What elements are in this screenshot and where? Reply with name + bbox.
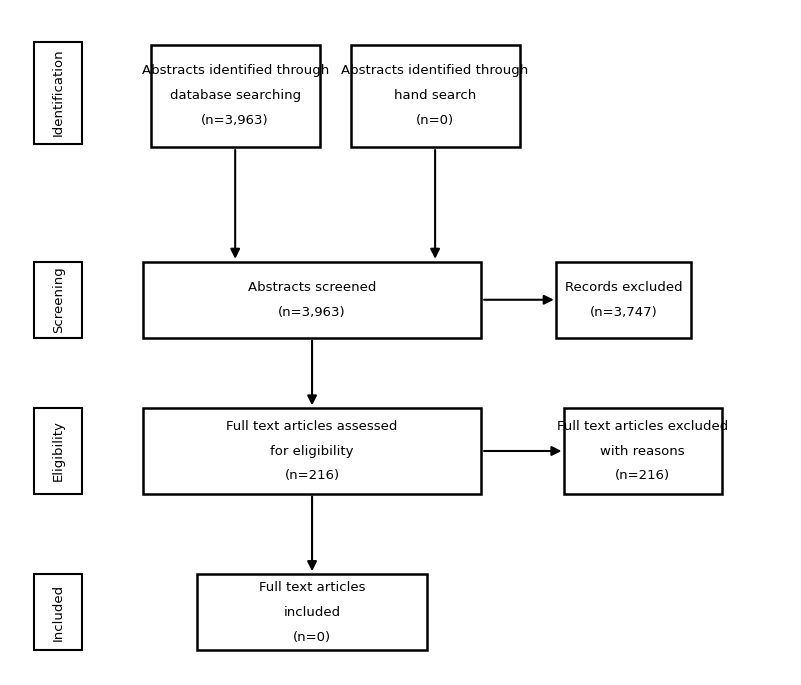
- Text: (n=216): (n=216): [615, 469, 670, 482]
- Bar: [564, 408, 722, 494]
- Text: Full text articles: Full text articles: [259, 581, 365, 594]
- Text: Identification: Identification: [52, 49, 65, 136]
- Text: Abstracts screened: Abstracts screened: [248, 281, 376, 294]
- Text: Abstracts identified through: Abstracts identified through: [341, 64, 529, 77]
- Text: (n=0): (n=0): [293, 631, 331, 644]
- Text: (n=3,963): (n=3,963): [278, 306, 346, 319]
- Text: (n=0): (n=0): [416, 114, 454, 127]
- Text: with reasons: with reasons: [601, 445, 685, 458]
- Text: included: included: [284, 606, 340, 619]
- Text: Abstracts identified through: Abstracts identified through: [142, 64, 328, 77]
- Text: Records excluded: Records excluded: [565, 281, 682, 294]
- Text: Full text articles assessed: Full text articles assessed: [227, 419, 398, 432]
- Text: (n=3,963): (n=3,963): [201, 114, 269, 127]
- Text: Eligibility: Eligibility: [52, 421, 65, 482]
- Text: database searching: database searching: [170, 90, 300, 102]
- Text: Full text articles excluded: Full text articles excluded: [557, 419, 728, 432]
- Text: (n=216): (n=216): [284, 469, 340, 482]
- Text: for eligibility: for eligibility: [270, 445, 354, 458]
- Bar: [351, 45, 520, 147]
- Bar: [34, 262, 83, 338]
- Bar: [143, 408, 481, 494]
- Text: (n=3,747): (n=3,747): [590, 306, 658, 319]
- Bar: [34, 408, 83, 494]
- Text: hand search: hand search: [394, 90, 477, 102]
- Bar: [197, 574, 428, 650]
- Bar: [151, 45, 320, 147]
- Bar: [34, 574, 83, 650]
- Text: Screening: Screening: [52, 266, 65, 333]
- Text: Included: Included: [52, 584, 65, 640]
- Bar: [34, 42, 83, 144]
- Bar: [556, 262, 690, 338]
- Bar: [143, 262, 481, 338]
